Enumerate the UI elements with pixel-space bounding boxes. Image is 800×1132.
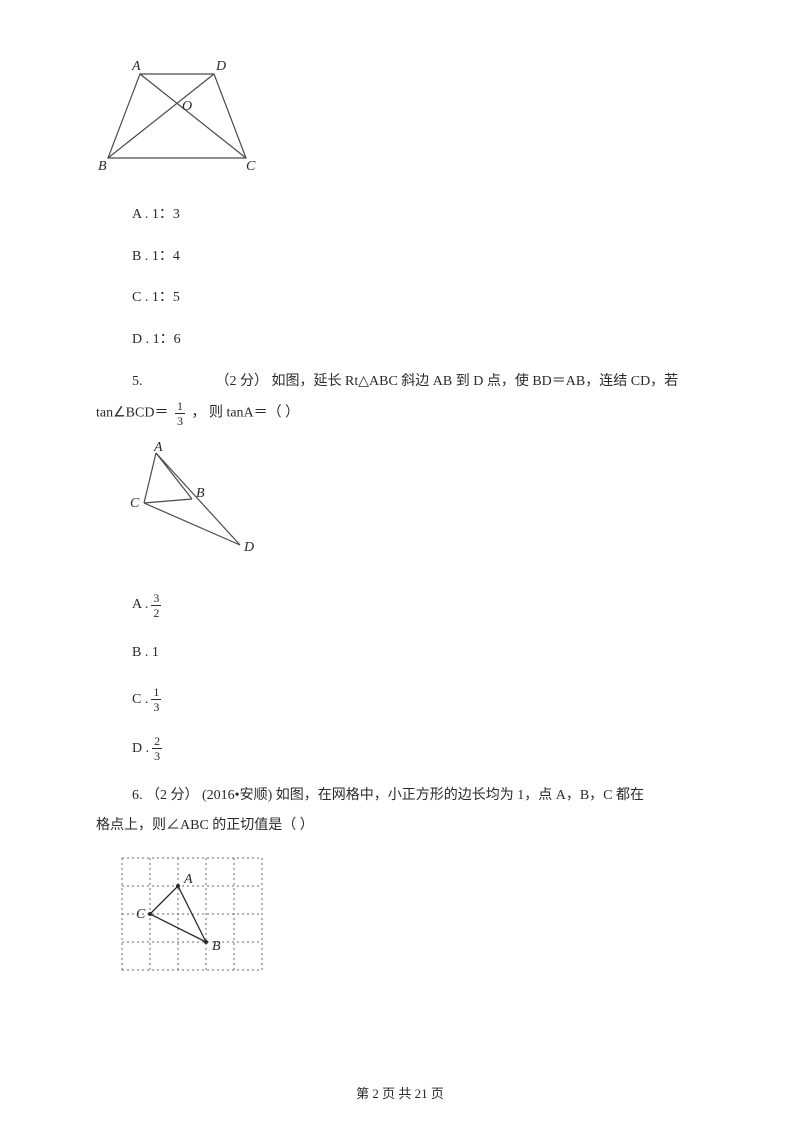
q5-option-b: B . 1 — [132, 641, 704, 665]
q6-points: （2 分） — [146, 788, 199, 803]
q5-option-a: A . 3 2 — [132, 592, 704, 619]
q5c-den: 3 — [151, 700, 161, 713]
q5-text-line2: tan∠BCD＝ 1 3 ， 则 tanA＝（ ） — [96, 400, 704, 427]
q5a-den: 2 — [151, 606, 161, 619]
svg-text:A: A — [183, 872, 193, 887]
svg-text:C: C — [136, 907, 146, 922]
grid-svg: A C B — [116, 852, 276, 978]
page-footer: 第 2 页 共 21 页 — [0, 1083, 800, 1102]
q5c-fraction: 1 3 — [151, 686, 161, 713]
svg-text:C: C — [246, 159, 256, 174]
q5-pre: 如图，延长 Rt△ABC 斜边 AB 到 D 点，使 BD＝AB，连结 CD，若 — [272, 374, 679, 389]
trapezoid-svg: A D B C O — [96, 58, 264, 176]
q6-text-line2: 格点上，则∠ABC 的正切值是（ ） — [96, 814, 704, 838]
page-content: A D B C O A . 1：3 B . 1：4 C . 1：5 D . 1：6 5.… — [0, 0, 800, 1132]
q6-source: (2016•安顺) — [202, 788, 276, 803]
q5d-prefix: D . — [132, 737, 149, 761]
svg-text:B: B — [196, 486, 205, 501]
q4-option-a: A . 1：3 — [132, 203, 704, 227]
q5a-num: 3 — [151, 592, 161, 606]
svg-text:C: C — [130, 496, 140, 511]
q4-option-c: C . 1：5 — [132, 286, 704, 310]
q5-tan: tan∠BCD＝ — [96, 406, 168, 421]
q6-num: 6. — [132, 788, 143, 803]
q5d-fraction: 2 3 — [152, 735, 162, 762]
q4-option-b: B . 1：4 — [132, 245, 704, 269]
q5d-den: 3 — [152, 749, 162, 762]
q5c-num: 1 — [151, 686, 161, 700]
q5-frac-den: 3 — [175, 414, 185, 427]
svg-text:A: A — [131, 59, 141, 74]
q5-num: 5. — [132, 370, 212, 394]
q5-points: （2 分） — [216, 374, 269, 389]
q5a-prefix: A . — [132, 593, 148, 617]
q4-option-d: D . 1：6 — [132, 328, 704, 352]
svg-text:B: B — [212, 939, 221, 954]
svg-text:D: D — [243, 540, 254, 555]
q5-post: ， 则 tanA＝（ ） — [191, 406, 299, 421]
q5d-num: 2 — [152, 735, 162, 749]
figure-trapezoid: A D B C O — [96, 58, 704, 185]
q6-body: 如图，在网格中，小正方形的边长均为 1，点 A，B，C 都在 — [276, 788, 644, 803]
triangle-svg: A C B D — [116, 441, 276, 561]
q5a-fraction: 3 2 — [151, 592, 161, 619]
q5-text: 5. （2 分） 如图，延长 Rt△ABC 斜边 AB 到 D 点，使 BD＝A… — [132, 370, 704, 394]
q5-fraction: 1 3 — [175, 400, 185, 427]
q5-option-d: D . 2 3 — [132, 735, 704, 762]
q6-text: 6. （2 分） (2016•安顺) 如图，在网格中，小正方形的边长均为 1，点… — [132, 784, 704, 808]
figure-triangle: A C B D — [116, 441, 704, 570]
q5c-prefix: C . — [132, 688, 148, 712]
svg-text:B: B — [98, 159, 107, 174]
svg-text:D: D — [215, 59, 226, 74]
svg-text:O: O — [182, 99, 192, 114]
q5-option-c: C . 1 3 — [132, 686, 704, 713]
svg-text:A: A — [153, 441, 163, 455]
figure-grid: A C B — [116, 852, 704, 987]
q5-frac-num: 1 — [175, 400, 185, 414]
